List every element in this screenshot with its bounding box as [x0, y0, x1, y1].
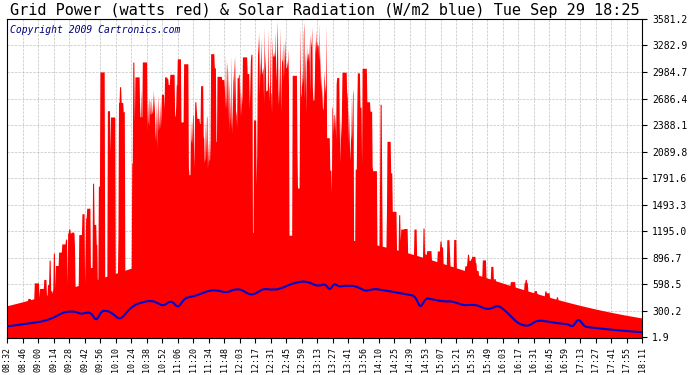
Text: Copyright 2009 Cartronics.com: Copyright 2009 Cartronics.com	[10, 26, 181, 35]
Title: Grid Power (watts red) & Solar Radiation (W/m2 blue) Tue Sep 29 18:25: Grid Power (watts red) & Solar Radiation…	[10, 3, 640, 18]
